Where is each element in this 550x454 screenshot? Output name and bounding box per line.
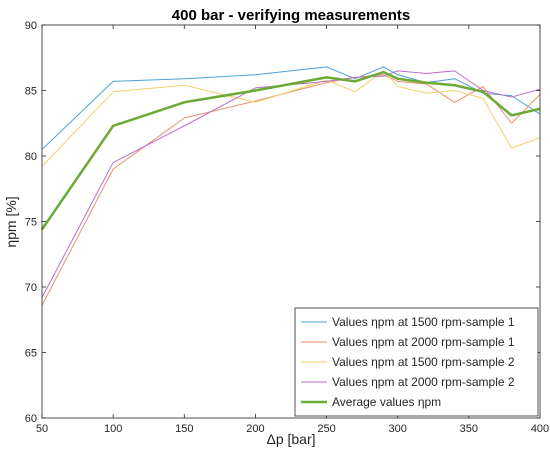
legend-label-3: Values ηpm at 1500 rpm-sample 2: [332, 355, 515, 369]
series-line-5: [40, 70, 541, 231]
y-tick-label: 90: [25, 20, 37, 32]
x-axis-title: Δp [bar]: [266, 431, 315, 447]
legend-label-2: Values ηpm at 2000 rpm-sample 1: [332, 335, 515, 349]
y-tick-label: 80: [25, 151, 37, 163]
legend-label-4: Values ηpm at 2000 rpm-sample 2: [332, 375, 515, 389]
x-tick-label: 150: [175, 423, 193, 435]
x-tick-label: 300: [389, 423, 407, 435]
y-tick-label: 60: [25, 413, 37, 425]
x-tick-label: 400: [531, 423, 549, 435]
x-tick-label: 200: [246, 423, 264, 435]
legend: Values ηpm at 1500 rpm-sample 1 Values ηp…: [294, 307, 539, 417]
y-tick-label: 75: [25, 217, 37, 229]
chart-title: 400 bar - verifying measurements: [172, 7, 410, 24]
series-line-2: [41, 74, 541, 306]
y-tick-label: 70: [25, 282, 37, 294]
y-axis-title: ηpm [%]: [3, 196, 19, 247]
x-tick-label: 250: [317, 423, 335, 435]
x-tick-label: 350: [460, 423, 478, 435]
y-tick-label: 65: [25, 348, 37, 360]
series-line-4: [41, 70, 541, 298]
legend-label-5: Average values ηpm: [332, 395, 441, 409]
legend-label-1: Values ηpm at 1500 rpm-sample 1: [332, 315, 515, 329]
y-tick-label: 85: [25, 86, 37, 98]
x-tick-label: 50: [36, 423, 48, 435]
legend-box: [294, 307, 539, 417]
series-line-3: [41, 70, 541, 167]
x-tick-label: 100: [104, 423, 122, 435]
